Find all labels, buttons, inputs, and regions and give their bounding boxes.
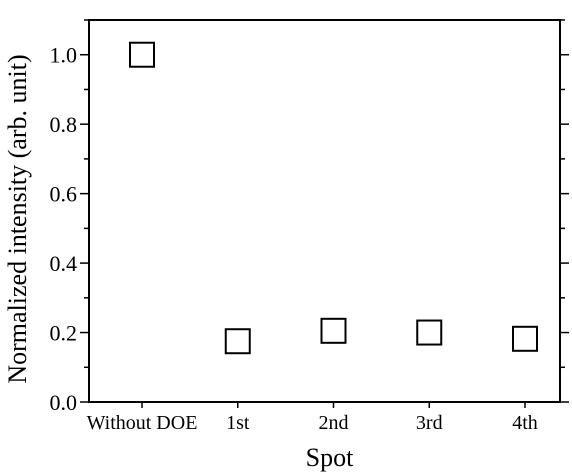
data-point-marker [416, 319, 443, 346]
y-tick-label: 1.0 [50, 43, 78, 68]
data-markers [129, 41, 538, 355]
data-point-marker [129, 41, 155, 68]
x-tick-label: 4th [512, 412, 538, 434]
data-point-marker [320, 317, 347, 344]
x-tick-label: 2nd [319, 412, 349, 434]
data-point-marker [224, 328, 251, 355]
x-axis-ticks: Without DOE 1st 2nd 3rd 4th [87, 402, 538, 434]
plot-frame [88, 19, 561, 403]
x-axis-title: Spot [306, 443, 354, 472]
x-tick-label: Without DOE [87, 412, 198, 434]
y-axis-ticks: 0.0 0.2 0.4 0.6 0.8 1.0 [50, 19, 569, 415]
y-tick-label: 0.0 [50, 390, 78, 415]
data-point-marker [512, 325, 538, 352]
x-tick-label: 1st [226, 412, 250, 434]
y-axis-title: Normalized intensity (arb. unit) [3, 54, 32, 383]
y-tick-label: 0.4 [50, 251, 78, 276]
y-tick-label: 0.8 [50, 112, 78, 137]
y-tick-label: 0.6 [50, 182, 78, 207]
x-tick-label: 3rd [416, 412, 443, 434]
plot-border [88, 19, 561, 403]
y-tick-label: 0.2 [50, 321, 78, 346]
